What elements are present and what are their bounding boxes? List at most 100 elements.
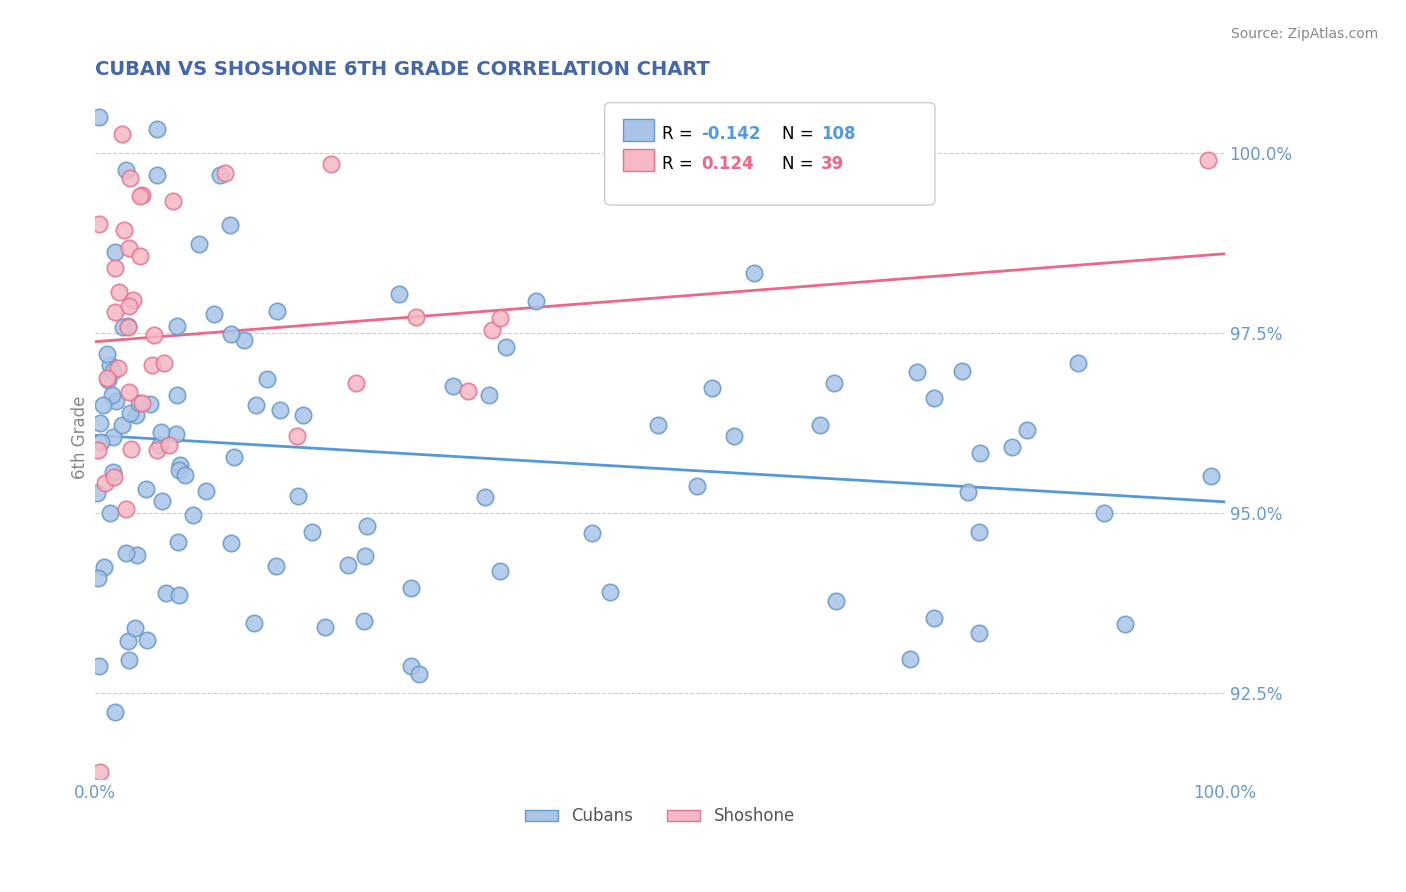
Cubans (127, 548, 149, 562)
Text: N =: N = (782, 155, 818, 173)
Cubans (221, 535, 243, 549)
Cubans (218, 218, 240, 232)
Cubans (301, 524, 323, 539)
Cubans (105, 394, 128, 409)
Shoshone (489, 310, 512, 325)
Cubans (86, 486, 108, 500)
Cubans (195, 483, 218, 498)
Shoshone (104, 305, 127, 319)
Shoshone (129, 249, 152, 263)
Cubans (117, 319, 139, 334)
Cubans (1067, 356, 1090, 370)
Cubans (353, 614, 375, 628)
Cubans (264, 558, 287, 573)
Cubans (245, 398, 267, 412)
Shoshone (115, 502, 138, 516)
Cubans (408, 666, 430, 681)
Cubans (145, 122, 167, 136)
Cubans (124, 621, 146, 635)
Shoshone (120, 170, 142, 185)
Cubans (166, 319, 188, 334)
Cubans (969, 445, 991, 459)
Cubans (93, 560, 115, 574)
Cubans (103, 364, 125, 378)
Cubans (181, 508, 204, 522)
Cubans (291, 408, 314, 422)
Cubans (967, 626, 990, 640)
Text: N =: N = (782, 125, 818, 143)
Cubans (98, 358, 121, 372)
Shoshone (117, 320, 139, 334)
Cubans (599, 585, 621, 599)
Cubans (100, 388, 122, 402)
Shoshone (114, 223, 136, 237)
Cubans (1001, 440, 1024, 454)
Cubans (922, 391, 945, 405)
Shoshone (104, 261, 127, 276)
Cubans (671, 110, 693, 124)
Cubans (101, 430, 124, 444)
Cubans (146, 168, 169, 182)
Cubans (269, 402, 291, 417)
Cubans (111, 417, 134, 432)
Cubans (524, 293, 547, 308)
Cubans (136, 633, 159, 648)
Shoshone (107, 285, 129, 299)
Cubans (287, 489, 309, 503)
Cubans (120, 406, 142, 420)
Cubans (314, 620, 336, 634)
Shoshone (153, 356, 176, 370)
Text: 108: 108 (821, 125, 856, 143)
Cubans (356, 519, 378, 533)
Shoshone (128, 189, 150, 203)
Cubans (723, 429, 745, 443)
Cubans (139, 397, 162, 411)
Cubans (256, 372, 278, 386)
Shoshone (120, 442, 142, 457)
Cubans (97, 373, 120, 387)
Text: CUBAN VS SHOSHONE 6TH GRADE CORRELATION CHART: CUBAN VS SHOSHONE 6TH GRADE CORRELATION … (94, 60, 710, 78)
Cubans (219, 326, 242, 341)
Cubans (401, 659, 423, 673)
Cubans (967, 524, 990, 539)
Cubans (495, 339, 517, 353)
Shoshone (405, 310, 427, 324)
Cubans (115, 546, 138, 560)
Shoshone (89, 764, 111, 779)
Cubans (1092, 506, 1115, 520)
Legend: Cubans, Shoshone: Cubans, Shoshone (519, 801, 801, 832)
Cubans (702, 381, 724, 395)
Cubans (353, 549, 375, 564)
Cubans (96, 347, 118, 361)
Shoshone (117, 242, 139, 256)
Cubans (169, 463, 191, 477)
Cubans (150, 494, 173, 508)
Shoshone (87, 217, 110, 231)
Cubans (155, 586, 177, 600)
Shoshone (141, 358, 163, 372)
Shoshone (107, 360, 129, 375)
Cubans (167, 588, 190, 602)
Text: 0.124: 0.124 (702, 155, 754, 173)
Cubans (337, 558, 360, 572)
Shoshone (457, 384, 479, 399)
Cubans (98, 507, 121, 521)
Shoshone (214, 166, 236, 180)
Cubans (91, 398, 114, 412)
Text: Source: ZipAtlas.com: Source: ZipAtlas.com (1230, 27, 1378, 41)
Cubans (87, 110, 110, 124)
Cubans (823, 376, 845, 391)
Text: R =: R = (662, 155, 699, 173)
Cubans (103, 245, 125, 260)
Shoshone (143, 327, 166, 342)
Text: -0.142: -0.142 (702, 125, 761, 143)
Cubans (388, 287, 411, 301)
Cubans (174, 467, 197, 482)
Cubans (956, 484, 979, 499)
Cubans (90, 435, 112, 450)
Cubans (441, 379, 464, 393)
Cubans (742, 266, 765, 280)
Shoshone (86, 442, 108, 457)
Shoshone (131, 187, 153, 202)
Shoshone (118, 384, 141, 399)
